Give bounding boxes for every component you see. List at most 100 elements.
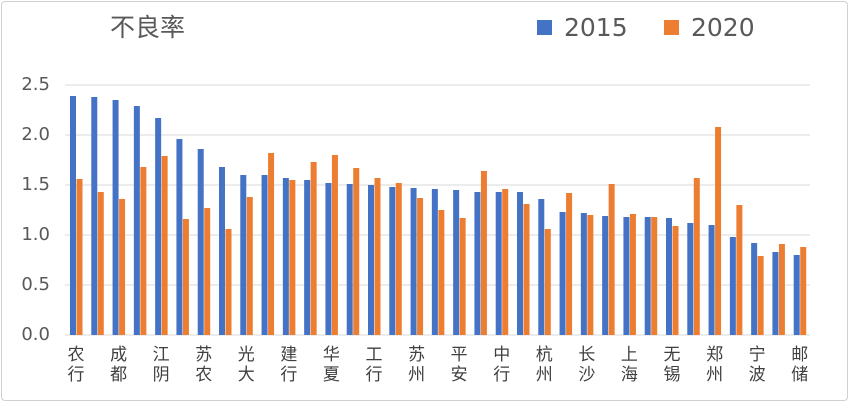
- bar: [389, 187, 396, 335]
- bar: [800, 247, 807, 335]
- legend-label: 2020: [691, 13, 755, 42]
- y-tick-label: 1.5: [21, 174, 50, 195]
- bar: [374, 178, 381, 335]
- bar: [240, 175, 247, 335]
- bar: [140, 167, 147, 335]
- x-tick-label: 中行: [493, 345, 511, 385]
- bar: [544, 229, 551, 335]
- legend-swatch: [664, 20, 679, 35]
- legend-label: 2015: [564, 13, 628, 42]
- bar: [176, 139, 183, 335]
- bar: [602, 216, 609, 335]
- bar: [225, 229, 232, 335]
- bar: [289, 180, 296, 335]
- chart-title: 不良率: [110, 13, 185, 42]
- bar: [119, 199, 126, 335]
- bar: [672, 226, 679, 335]
- bar: [91, 97, 98, 335]
- bar: [304, 180, 311, 335]
- bar: [219, 167, 225, 335]
- bar: [736, 205, 743, 335]
- y-tick-label: 0.5: [21, 274, 50, 295]
- bar: [112, 100, 119, 335]
- bar: [453, 190, 460, 335]
- bar: [417, 198, 424, 335]
- bar: [580, 213, 587, 335]
- bar: [523, 204, 530, 335]
- bar: [410, 188, 417, 335]
- y-tick-label: 2.5: [21, 74, 50, 95]
- bar: [197, 149, 204, 335]
- bar: [246, 197, 253, 335]
- bar: [687, 223, 694, 335]
- x-tick-label: 农行: [67, 345, 85, 385]
- bar: [517, 192, 523, 335]
- bar: [346, 184, 353, 335]
- bar: [587, 215, 594, 335]
- bar: [729, 237, 736, 335]
- y-tick-label: 1.0: [21, 224, 50, 245]
- bar: [459, 218, 466, 335]
- x-tick-label: 平安: [450, 345, 468, 385]
- bar: [474, 192, 481, 335]
- bar: [325, 183, 332, 335]
- bar: [438, 210, 445, 335]
- bar: [538, 199, 545, 335]
- bar: [282, 178, 289, 335]
- bar: [480, 171, 487, 335]
- bar: [268, 153, 275, 335]
- bar: [751, 243, 758, 335]
- legend-swatch: [537, 20, 552, 35]
- bar: [155, 118, 162, 335]
- x-tick-label: 江阴: [152, 345, 170, 385]
- bar: [693, 178, 700, 335]
- bar: [495, 192, 502, 335]
- bar: [161, 156, 168, 335]
- bar: [651, 217, 658, 335]
- x-tick-label: 无锡: [663, 345, 681, 385]
- bar: [97, 192, 104, 335]
- x-tick-label: 杭州: [535, 345, 553, 385]
- x-tick-label: 郑州: [706, 345, 724, 385]
- y-tick-label: 2.0: [21, 124, 50, 145]
- bar: [70, 96, 76, 335]
- bar: [757, 256, 764, 335]
- bar: [182, 219, 189, 335]
- x-tick-label: 长沙: [578, 345, 596, 385]
- x-tick-label: 苏农: [195, 345, 213, 385]
- bar: [353, 168, 360, 335]
- bar: [778, 244, 785, 335]
- bar: [431, 189, 438, 335]
- bar: [715, 127, 722, 335]
- bar: [502, 189, 509, 335]
- x-tick-label: 光大: [237, 345, 255, 385]
- bar: [772, 252, 779, 335]
- bar: [559, 212, 566, 335]
- bar: [395, 183, 402, 335]
- x-tick-label: 宁波: [748, 345, 766, 385]
- y-tick-label: 0.0: [21, 324, 50, 345]
- x-tick-label: 成都: [110, 345, 128, 385]
- bar: [368, 185, 374, 335]
- bar: [644, 217, 651, 335]
- bar: [623, 217, 630, 335]
- bar: [666, 218, 672, 335]
- x-tick-label: 邮储: [791, 345, 809, 385]
- bar: [629, 214, 636, 335]
- bar: [204, 208, 211, 335]
- bar: [310, 162, 317, 335]
- x-tick-label: 华夏: [322, 345, 340, 385]
- bar: [261, 175, 268, 335]
- bar: [708, 225, 715, 335]
- x-tick-label: 工行: [365, 345, 383, 385]
- bar: [566, 193, 573, 335]
- bar: [793, 255, 800, 335]
- x-tick-label: 苏州: [408, 345, 426, 385]
- bar: [76, 179, 83, 335]
- x-tick-label: 上海: [620, 345, 638, 385]
- bar: [133, 106, 140, 335]
- bar: [331, 155, 338, 335]
